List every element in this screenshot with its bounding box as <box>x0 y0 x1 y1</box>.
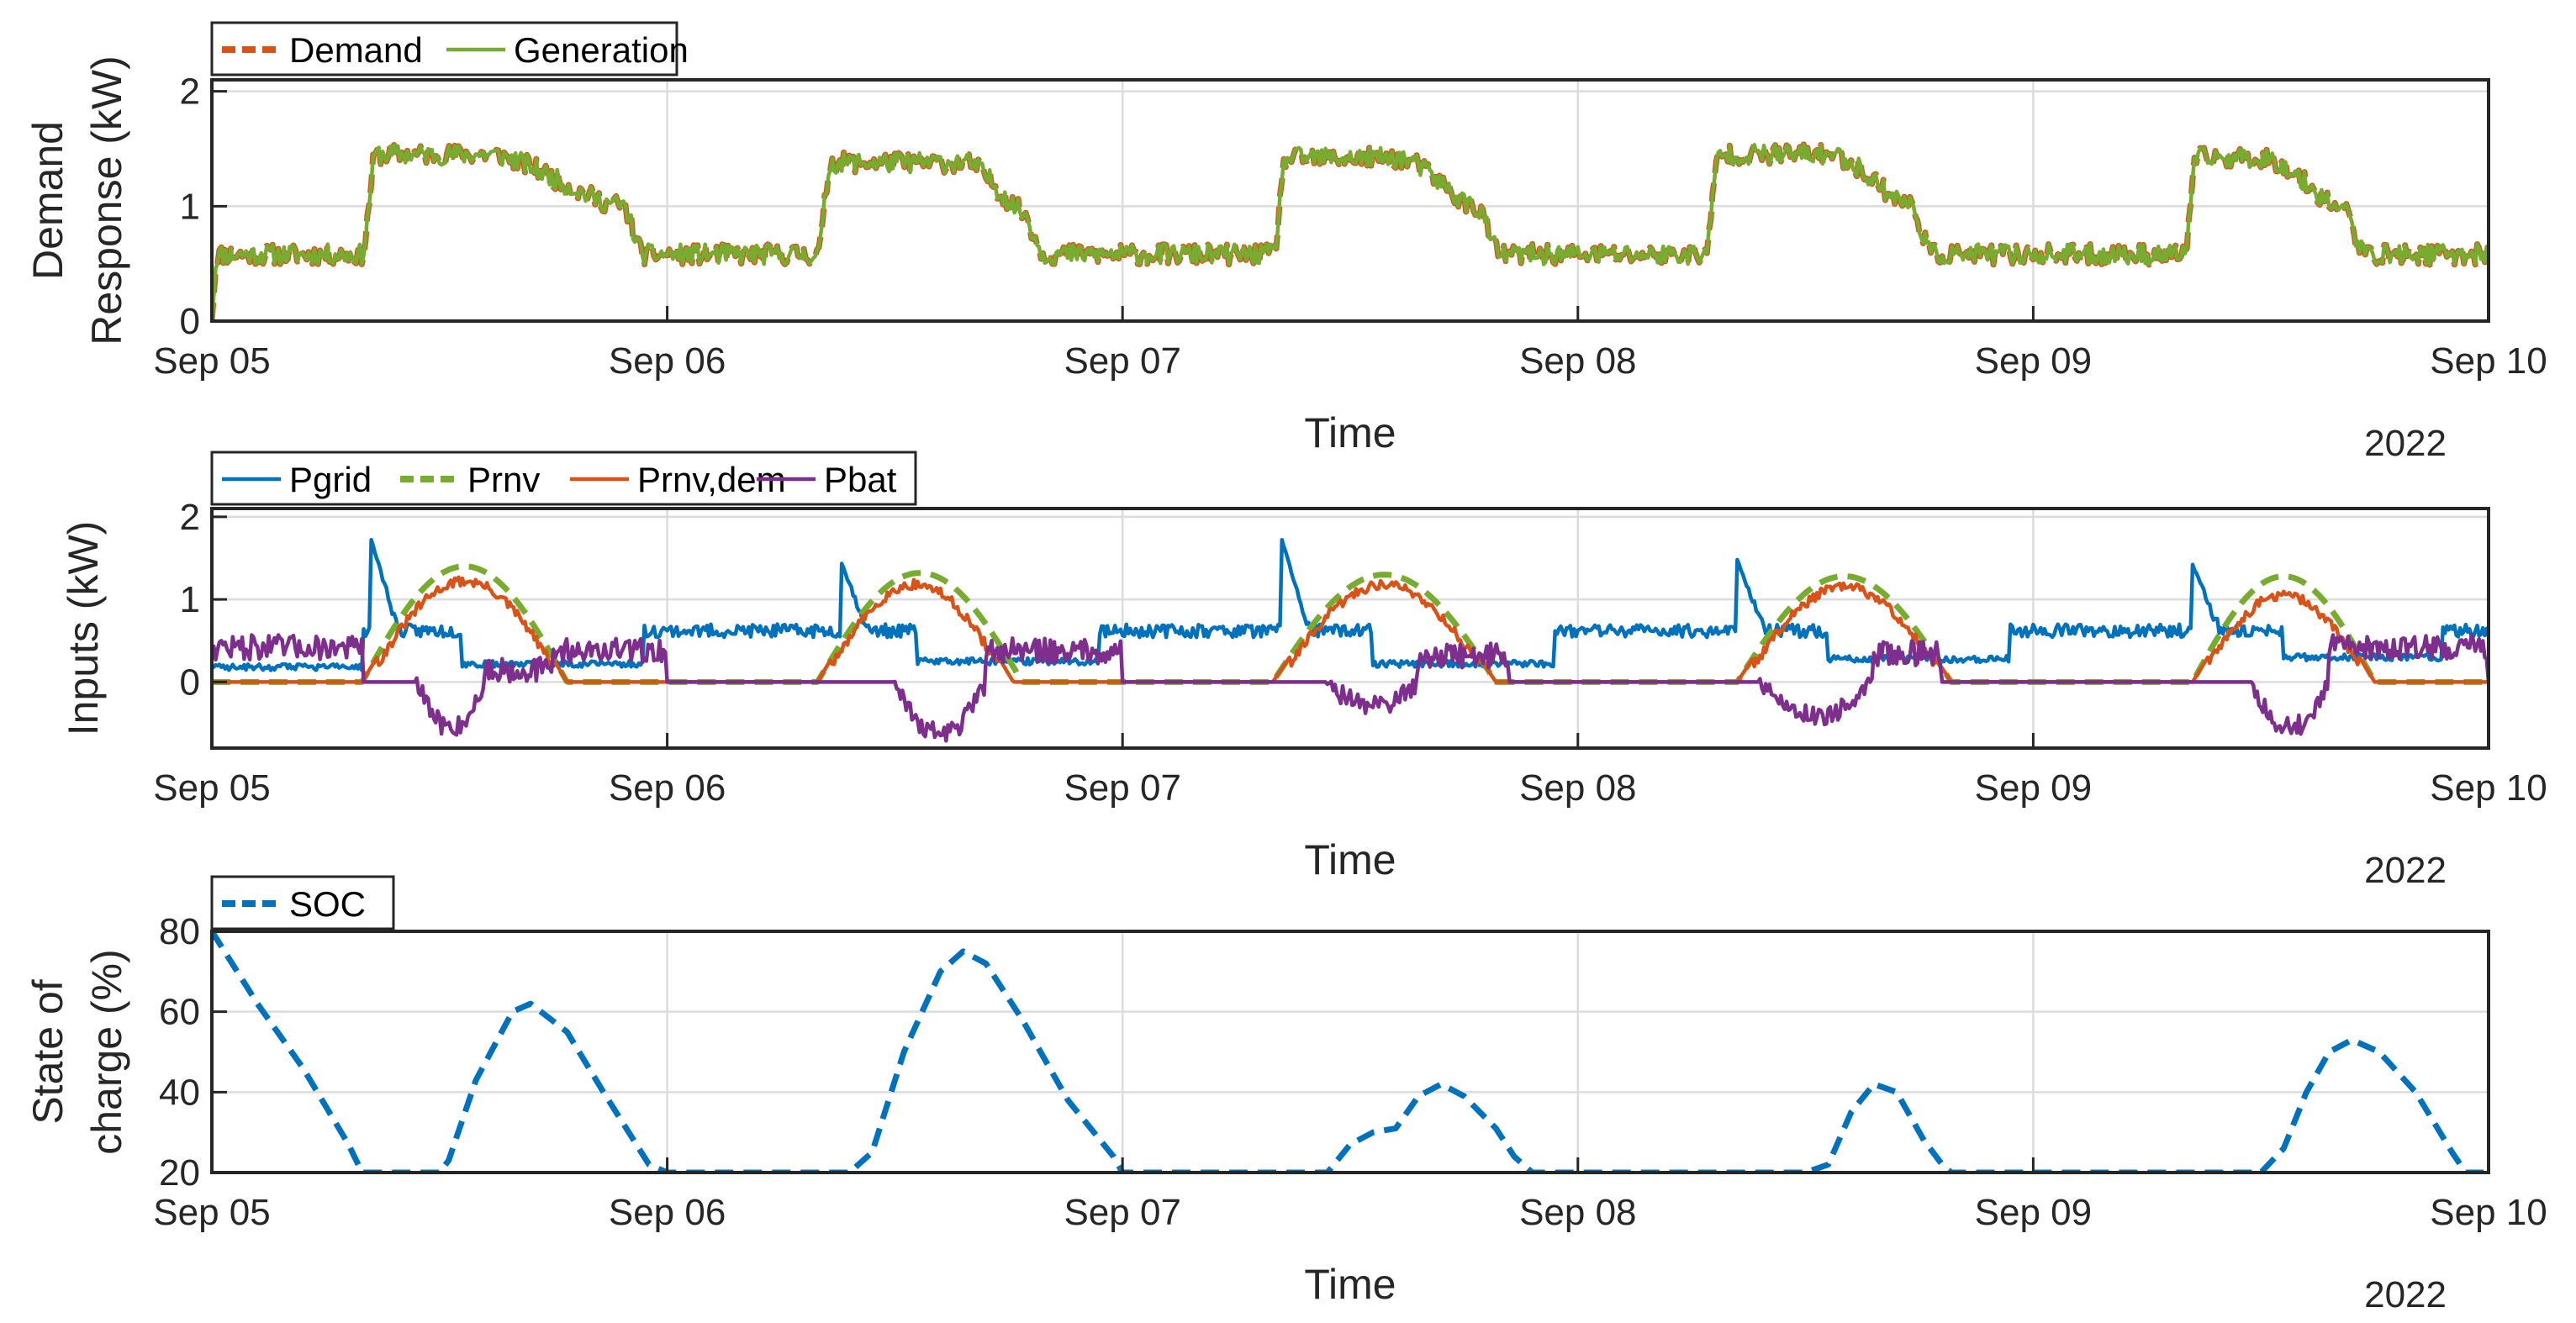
x-tick-label: Sep 09 <box>1975 767 2092 809</box>
y-axis-label: State of <box>24 979 71 1124</box>
legend-label: Generation <box>514 30 689 70</box>
y-tick-label: 40 <box>159 1072 200 1113</box>
x-tick-label: Sep 09 <box>1975 340 2092 382</box>
x-tick-label: Sep 07 <box>1064 340 1180 382</box>
series-group <box>212 538 2489 743</box>
x-year-label: 2022 <box>2364 850 2447 891</box>
x-tick-label: Sep 09 <box>1975 1192 2092 1233</box>
legend: Pgrid Prnv Prnv,dem Pbat <box>210 451 917 506</box>
legend-box <box>210 21 678 76</box>
x-tick-label: Sep 05 <box>153 767 270 809</box>
legend-label: Pbat <box>824 460 897 499</box>
axes-box <box>210 78 2490 323</box>
series-line-pbat <box>212 633 2489 743</box>
x-tick-label: Sep 08 <box>1519 767 1636 809</box>
x-year-label: 2022 <box>2364 1274 2447 1315</box>
y-tick-label: 2 <box>180 497 200 538</box>
legend-label: Pgrid <box>289 460 372 499</box>
legend: Demand Generation <box>210 21 689 76</box>
y-tick-label: 0 <box>180 662 200 703</box>
series-line-generation <box>212 142 2489 321</box>
series-group <box>212 931 2489 1173</box>
y-axis-label: Demand <box>24 121 71 280</box>
chart-inputs: 0 1 2 Sep 05 Sep 06 Sep 07 Sep 08 Sep 09 Sep 10 2… <box>60 451 2547 891</box>
x-tick-label: Sep 10 <box>2430 767 2547 809</box>
legend-label: Prnv <box>467 460 540 499</box>
x-tick-label: Sep 06 <box>609 1192 726 1233</box>
x-tick-label: Sep 10 <box>2430 340 2547 382</box>
x-tick-label: Sep 05 <box>153 1192 270 1233</box>
x-axis-label: Time <box>1304 1261 1396 1308</box>
x-tick-label: Sep 07 <box>1064 767 1180 809</box>
x-tick-label: Sep 06 <box>609 767 726 809</box>
series-line-soc <box>212 931 2489 1173</box>
chart-soc: 20 40 60 80 Sep 05 Sep 06 Sep 07 Sep 08 Sep 09 Se… <box>24 875 2547 1315</box>
y-axis-label: Inputs (kW) <box>60 521 107 736</box>
series-group <box>212 141 2489 321</box>
x-axis-label: Time <box>1304 409 1396 456</box>
x-year-label: 2022 <box>2364 423 2447 464</box>
y-tick-label: 0 <box>180 301 200 342</box>
y-tick-label: 60 <box>159 992 200 1033</box>
y-tick-label: 20 <box>159 1152 200 1194</box>
x-tick-label: Sep 10 <box>2430 1192 2547 1233</box>
axes-box <box>210 507 2490 750</box>
y-tick-label: 1 <box>180 579 200 620</box>
chart-demand: 0 1 2 Sep 05 Sep 06 Sep 07 Sep 08 Sep 09 Sep 10 2… <box>24 21 2547 464</box>
axes-box <box>210 930 2490 1174</box>
y-tick-label: 1 <box>180 186 200 227</box>
legend-label: Demand <box>289 30 423 70</box>
x-tick-label: Sep 08 <box>1519 1192 1636 1233</box>
y-axis-label: Response (kW) <box>83 55 130 345</box>
x-axis-label: Time <box>1304 836 1396 883</box>
x-tick-label: Sep 06 <box>609 340 726 382</box>
y-tick-label: 80 <box>159 911 200 952</box>
series-line-demand <box>212 141 2489 321</box>
y-tick-label: 2 <box>180 71 200 113</box>
legend-label: SOC <box>289 884 366 924</box>
x-tick-label: Sep 07 <box>1064 1192 1180 1233</box>
y-axis-label: charge (%) <box>83 949 130 1155</box>
x-tick-label: Sep 08 <box>1519 340 1636 382</box>
series-line-pgrid <box>212 538 2489 672</box>
x-tick-label: Sep 05 <box>153 340 270 382</box>
legend: SOC <box>210 875 395 930</box>
